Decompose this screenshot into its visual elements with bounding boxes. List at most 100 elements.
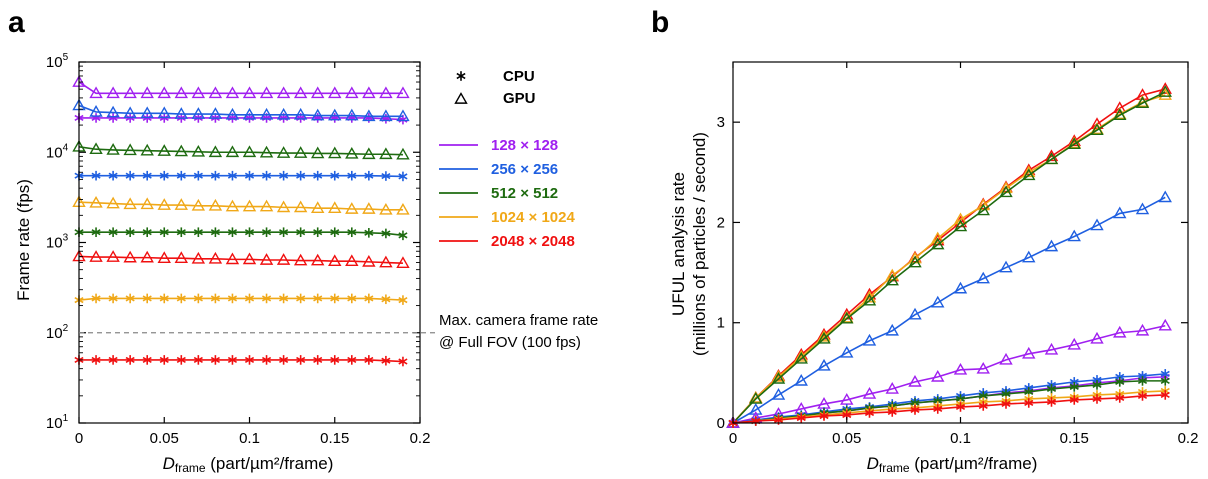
panel-a-x-axis-label-subscript: frame: [175, 461, 206, 475]
panel-a-series-2048-2048-cpu-point-stroke: [296, 356, 306, 364]
panel-b-series-1024-1024-gpu-point: [931, 231, 945, 244]
panel-a-series-1024-1024-cpu-point: [91, 293, 101, 304]
panel-b-x-axis-label-units: (part/µm²/frame): [910, 454, 1038, 473]
reference-line-label-1: Max. camera frame rate: [439, 312, 598, 329]
panel-a-series-1024-1024-gpu-point: [106, 196, 120, 209]
panel-a-series-128-128-gpu-point: [191, 86, 206, 99]
panel-a-series-256-256-gpu-point: [276, 107, 291, 120]
panel-a-series-512-512-gpu-point: [208, 145, 223, 158]
panel-a-series-512-512-cpu-point: [108, 227, 118, 238]
panel-b-series-128-128-gpu-point: [1044, 342, 1059, 355]
panel-b-series-512-512-cpu-point-stroke: [1024, 388, 1034, 396]
panel-a-series-512-512-gpu-point: [89, 142, 103, 155]
panel-a-series-2048-2048-cpu-point: [296, 355, 306, 365]
panel-a-series-128-128-gpu-point: [328, 86, 342, 99]
panel-b-series-128-128-gpu-point: [840, 393, 854, 405]
panel-a-series-128-128-gpu-point: [293, 86, 308, 99]
panel-a-series-2048-2048-gpu-point: [362, 254, 376, 267]
x-tick-label: 0.15: [320, 430, 349, 447]
panel-a-series-512-512-cpu-point-stroke: [244, 229, 255, 236]
panel-a-series-512-512-cpu-point: [91, 227, 101, 238]
panel-a-series-1024-1024-cpu-point-stroke: [398, 297, 408, 304]
panel-a-series-256-256-cpu: [74, 170, 408, 182]
panel-a-series-256-256-gpu-point: [123, 106, 137, 119]
panel-a-series-1024-1024-cpu-point-stroke: [347, 295, 357, 302]
panel-b-series-256-256-cpu-point-stroke: [1115, 373, 1125, 380]
panel-a-series-256-256-gpu-point: [225, 107, 240, 120]
panel-b-series-512-512-gpu-point: [862, 293, 877, 306]
panel-a-series-256-256-cpu-point-stroke: [108, 172, 118, 179]
panel-b-series-2048-2048-cpu-point: [1069, 395, 1079, 405]
panel-a-series-512-512-cpu-point: [347, 227, 357, 238]
legend-size-256-256-label: 256 × 256: [491, 161, 558, 178]
panel-a-series-2048-2048-cpu-point-stroke: [279, 356, 289, 364]
panel-b-series-512-512-gpu-point: [817, 331, 831, 344]
panel-a-series-1024-1024-cpu-point: [244, 293, 255, 304]
panel-a-series-256-256-cpu-point: [296, 170, 306, 181]
panel-a-series-1024-1024-cpu-point-stroke: [261, 295, 272, 302]
panel-b-series-2048-2048-cpu-point-stroke: [1046, 398, 1057, 406]
panel-a-series-512-512-cpu-point-stroke: [347, 229, 357, 236]
panel-a-series-2048-2048-cpu-point: [227, 355, 238, 365]
panel-a-series-1024-1024-cpu-point: [313, 293, 323, 304]
panel-a-series-1024-1024-gpu-point: [89, 195, 103, 208]
panel-b-plot: [726, 82, 1172, 428]
panel-a-series-256-256-cpu-point-stroke: [347, 172, 357, 179]
panel-a-series-2048-2048-gpu-point: [157, 251, 171, 264]
panel-a-series-1024-1024-gpu-point: [157, 198, 171, 210]
panel-a-series-512-512-cpu-point: [142, 227, 152, 238]
panel-b-series-2048-2048-cpu-point-stroke: [955, 403, 966, 411]
panel-a-series-128-128-gpu-point: [140, 86, 154, 99]
panel-a-series-2048-2048-cpu-point-stroke: [159, 356, 169, 364]
panel-a-series-1024-1024-gpu-point: [276, 200, 291, 213]
panel-a-series-2048-2048-cpu-point: [142, 355, 152, 365]
panel-a-series-1024-1024-cpu-point-stroke: [330, 295, 340, 302]
panel-a-series-256-256-cpu-point: [313, 170, 323, 181]
panel-a-series-1024-1024-cpu-point: [398, 295, 408, 305]
panel-a-series-1024-1024-cpu-point: [330, 293, 340, 304]
panel-b-series-128-128-gpu-point: [1090, 331, 1104, 344]
panel-a-series-512-512-gpu-point: [140, 143, 154, 156]
panel-a-series-256-256-cpu-point-stroke: [330, 172, 340, 179]
panel-a-series-2048-2048-cpu-point: [261, 355, 272, 365]
panel-a-series-2048-2048-cpu-point-stroke: [227, 356, 238, 364]
panel-b-series-2048-2048-gpu-point: [1044, 149, 1059, 162]
panel-b-series-512-512-gpu-point: [908, 255, 922, 268]
panel-a-series-256-256-cpu-point: [142, 170, 152, 181]
panel-a-series-2048-2048-cpu-point: [330, 355, 340, 365]
panel-b-series-2048-2048-cpu-point: [887, 407, 897, 417]
panel-a-series-2048-2048-gpu-point: [89, 250, 103, 262]
panel-a-series-128-128-gpu-point: [310, 86, 325, 99]
panel-b-series-512-512-gpu-point: [953, 219, 968, 232]
panel-b-series-512-512-cpu-point-stroke: [910, 399, 920, 407]
panel-b-series-256-256-gpu-point: [771, 388, 786, 400]
panel-a-series-128-128-gpu: [72, 75, 410, 99]
panel-b-series-2048-2048-cpu-point-stroke: [933, 405, 943, 413]
panel-a-series-128-128-gpu-point: [242, 86, 257, 99]
panel-a-series-1024-1024-cpu-point: [364, 293, 374, 304]
panel-b-series-512-512-cpu-point-stroke: [1160, 377, 1170, 384]
y-tick-label: 1: [717, 315, 725, 332]
panel-b-series-256-256-gpu-point: [1044, 239, 1059, 252]
panel-b-series-512-512-cpu-point: [1092, 380, 1102, 390]
panel-b-series-512-512-gpu-point: [1022, 168, 1036, 181]
panel-a-series-256-256-gpu-point: [293, 107, 308, 120]
panel-a-series-1024-1024-cpu-point: [193, 293, 203, 304]
panel-a-series-256-256-gpu-point: [157, 106, 171, 119]
panel-b-series-128-128-gpu-point: [862, 387, 877, 399]
panel-a-series-512-512-cpu-point: [125, 227, 135, 238]
panel-a-series-512-512-cpu-point: [159, 227, 169, 238]
panel-a-series-512-512-cpu-point: [398, 230, 408, 241]
panel-a-series-1024-1024-gpu-point: [123, 197, 137, 210]
panel-a-series-512-512-cpu-point-stroke: [313, 229, 323, 236]
panel-a-series-128-128-gpu-point: [106, 86, 120, 99]
y-tick-label-base: 10: [46, 144, 63, 161]
panel-a-series-512-512-gpu-point: [276, 146, 291, 158]
panel-a-series-512-512-cpu-point-stroke: [142, 229, 152, 236]
legend-size-2048-2048-label: 2048 × 2048: [491, 233, 575, 250]
y-tick-label-exponent: 4: [63, 142, 69, 153]
panel-a-series-256-256-cpu-point-stroke: [159, 172, 169, 179]
panel-a-series-256-256-cpu-point-stroke: [210, 172, 220, 179]
